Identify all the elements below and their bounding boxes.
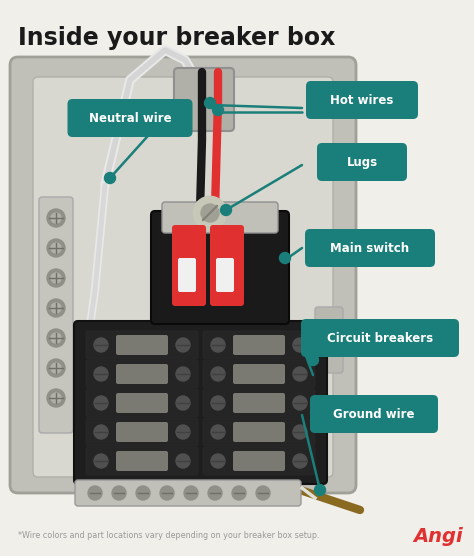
FancyBboxPatch shape <box>203 418 315 446</box>
FancyBboxPatch shape <box>305 229 435 267</box>
FancyBboxPatch shape <box>116 393 168 413</box>
Circle shape <box>232 486 246 500</box>
Text: *Wire colors and part locations vary depending on your breaker box setup.: *Wire colors and part locations vary dep… <box>18 532 319 540</box>
Circle shape <box>176 367 190 381</box>
FancyBboxPatch shape <box>178 258 196 292</box>
Circle shape <box>204 97 216 108</box>
Circle shape <box>211 367 225 381</box>
FancyBboxPatch shape <box>203 331 315 359</box>
FancyBboxPatch shape <box>116 451 168 471</box>
Circle shape <box>201 204 219 222</box>
Circle shape <box>47 329 65 347</box>
FancyBboxPatch shape <box>216 258 234 292</box>
FancyBboxPatch shape <box>116 335 168 355</box>
Circle shape <box>51 303 61 313</box>
Text: Main switch: Main switch <box>330 241 410 255</box>
Circle shape <box>47 299 65 317</box>
FancyBboxPatch shape <box>233 335 285 355</box>
Circle shape <box>184 486 198 500</box>
Circle shape <box>176 338 190 352</box>
FancyBboxPatch shape <box>233 422 285 442</box>
FancyBboxPatch shape <box>310 395 438 433</box>
FancyBboxPatch shape <box>203 360 315 388</box>
Circle shape <box>194 197 226 229</box>
Circle shape <box>211 396 225 410</box>
FancyBboxPatch shape <box>151 211 289 324</box>
Circle shape <box>136 486 150 500</box>
Circle shape <box>51 243 61 253</box>
FancyBboxPatch shape <box>75 480 301 506</box>
FancyBboxPatch shape <box>86 447 198 475</box>
Text: Neutral wire: Neutral wire <box>89 112 171 125</box>
Circle shape <box>104 172 116 183</box>
Circle shape <box>220 205 231 216</box>
FancyBboxPatch shape <box>233 393 285 413</box>
Circle shape <box>51 333 61 343</box>
Text: Angi: Angi <box>413 527 463 545</box>
FancyBboxPatch shape <box>317 143 407 181</box>
Circle shape <box>88 486 102 500</box>
Circle shape <box>280 252 291 264</box>
Text: Ground wire: Ground wire <box>333 408 415 420</box>
Circle shape <box>47 209 65 227</box>
FancyBboxPatch shape <box>86 389 198 417</box>
Circle shape <box>47 239 65 257</box>
Circle shape <box>51 363 61 373</box>
Circle shape <box>315 484 326 495</box>
FancyBboxPatch shape <box>86 418 198 446</box>
Circle shape <box>293 367 307 381</box>
FancyBboxPatch shape <box>233 451 285 471</box>
Circle shape <box>51 273 61 283</box>
Circle shape <box>47 269 65 287</box>
FancyBboxPatch shape <box>74 321 327 484</box>
Circle shape <box>211 454 225 468</box>
Circle shape <box>94 338 108 352</box>
FancyBboxPatch shape <box>306 81 418 119</box>
Circle shape <box>208 486 222 500</box>
FancyBboxPatch shape <box>172 225 206 306</box>
Text: Circuit breakers: Circuit breakers <box>327 331 433 345</box>
Circle shape <box>293 425 307 439</box>
Text: Lugs: Lugs <box>346 156 378 168</box>
Circle shape <box>160 486 174 500</box>
Circle shape <box>293 396 307 410</box>
FancyBboxPatch shape <box>174 68 234 131</box>
Circle shape <box>211 338 225 352</box>
Circle shape <box>256 486 270 500</box>
FancyBboxPatch shape <box>315 307 343 373</box>
FancyBboxPatch shape <box>116 364 168 384</box>
FancyBboxPatch shape <box>301 319 459 357</box>
FancyBboxPatch shape <box>233 364 285 384</box>
Circle shape <box>94 425 108 439</box>
Circle shape <box>94 367 108 381</box>
FancyBboxPatch shape <box>203 389 315 417</box>
FancyBboxPatch shape <box>162 202 278 233</box>
Circle shape <box>112 486 126 500</box>
Circle shape <box>47 359 65 377</box>
FancyBboxPatch shape <box>10 57 356 493</box>
Circle shape <box>211 425 225 439</box>
Text: Inside your breaker box: Inside your breaker box <box>18 26 336 50</box>
FancyBboxPatch shape <box>86 331 198 359</box>
FancyBboxPatch shape <box>203 447 315 475</box>
Circle shape <box>212 105 224 116</box>
FancyBboxPatch shape <box>39 197 73 433</box>
Circle shape <box>94 396 108 410</box>
Circle shape <box>94 454 108 468</box>
Circle shape <box>293 338 307 352</box>
FancyBboxPatch shape <box>67 99 192 137</box>
FancyBboxPatch shape <box>33 77 333 477</box>
Circle shape <box>176 425 190 439</box>
Circle shape <box>176 454 190 468</box>
Circle shape <box>51 393 61 403</box>
Text: Hot wires: Hot wires <box>330 93 394 107</box>
FancyBboxPatch shape <box>116 422 168 442</box>
FancyBboxPatch shape <box>210 225 244 306</box>
Circle shape <box>51 213 61 223</box>
Circle shape <box>293 454 307 468</box>
Circle shape <box>47 389 65 407</box>
Circle shape <box>176 396 190 410</box>
FancyBboxPatch shape <box>86 360 198 388</box>
Circle shape <box>308 355 319 365</box>
